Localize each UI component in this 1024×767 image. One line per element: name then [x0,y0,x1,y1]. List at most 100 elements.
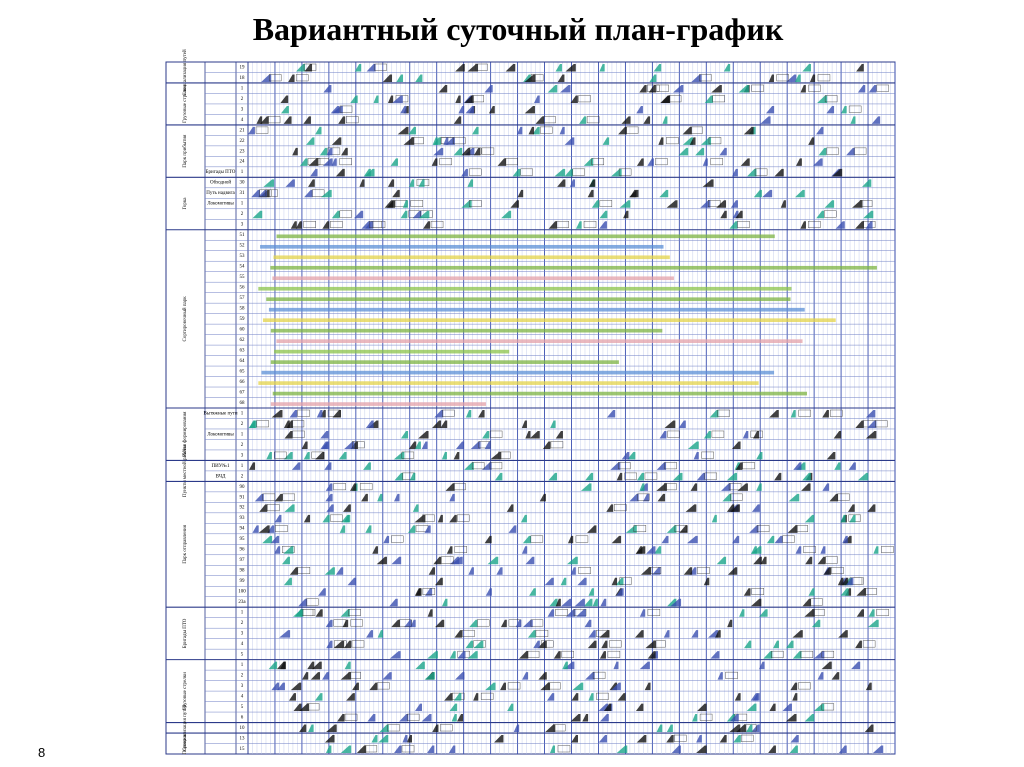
train-mark [301,441,308,449]
train-mark [868,609,875,617]
train-mark [332,410,341,418]
train-mark [873,546,879,554]
train-mark [759,661,765,670]
train-mark [322,672,329,680]
train-mark [793,462,802,470]
train-box [881,546,894,553]
row-number: 60 [240,328,246,333]
train-mark [671,745,681,753]
train-mark [290,682,302,691]
train-mark [322,514,330,523]
train-mark [453,451,460,460]
train-mark [547,609,555,617]
train-mark [315,609,323,617]
train-box [339,158,352,166]
train-mark [280,661,286,670]
row-number: 95 [240,537,246,542]
train-mark [639,661,650,670]
train-mark [418,210,430,219]
train-box [740,734,754,742]
train-box [359,483,373,491]
train-mark [636,735,647,743]
train-mark [324,567,335,575]
train-mark [484,441,491,449]
occupancy-bar [270,360,619,364]
train-mark [377,493,383,502]
train-mark [497,158,507,166]
train-mark [804,609,815,617]
train-mark [525,556,535,565]
train-mark [636,158,644,166]
train-mark [702,158,708,166]
train-mark [356,745,367,753]
train-mark [782,703,792,712]
train-mark [579,116,587,124]
train-mark [365,420,374,428]
train-mark [822,410,829,418]
train-box [625,126,639,134]
train-mark [719,735,727,743]
train-mark [739,609,745,617]
row-label: Локомотивы [207,432,234,437]
train-mark [326,724,337,733]
train-mark [571,735,578,743]
train-mark [387,95,394,103]
train-mark [441,598,448,607]
train-mark [252,210,263,219]
train-mark [816,210,825,219]
train-mark [789,745,798,753]
train-mark [468,567,474,575]
row-number: 2 [241,422,244,427]
train-box [468,147,482,155]
occupancy-bar [276,234,775,239]
train-mark [790,682,798,691]
train-mark [251,189,261,198]
train-mark [538,672,547,680]
train-mark [848,462,856,470]
train-mark [414,441,421,449]
row-number: 1 [241,464,244,469]
train-mark [682,137,694,145]
train-mark [323,84,332,93]
train-mark [415,74,423,82]
train-mark [826,105,835,114]
train-box [481,147,495,155]
train-mark [350,483,357,491]
section-label: Парк отправления [183,524,188,563]
train-mark [404,619,412,628]
train-mark [500,619,507,628]
train-mark [868,619,879,628]
train-box [824,95,838,103]
train-box [875,420,888,428]
train-box [699,74,712,82]
train-mark [599,651,606,659]
train-mark [257,189,267,198]
train-mark [800,84,806,93]
train-mark [769,410,779,418]
train-box [330,221,343,228]
train-mark [808,588,815,596]
train-mark [851,661,861,670]
train-mark [294,609,303,617]
section-label: Пункты местной работы [183,444,188,497]
train-mark [451,714,457,722]
train-mark [587,525,597,533]
train-mark [369,682,378,691]
train-mark [262,535,273,544]
train-mark [678,420,686,428]
schedule-grid: Специализация путей 19 18 Грузовые стрелки 1… [165,49,896,755]
train-mark [652,567,661,575]
train-mark [768,745,776,753]
train-mark [598,735,608,743]
train-mark [756,451,763,460]
train-mark [288,693,296,701]
train-mark [394,745,402,753]
train-mark [872,745,884,753]
train-mark [696,745,707,753]
train-mark [529,430,540,439]
train-box [557,745,571,753]
train-mark [560,84,571,93]
train-box [690,126,703,134]
train-mark [841,105,847,114]
train-box [540,126,553,134]
